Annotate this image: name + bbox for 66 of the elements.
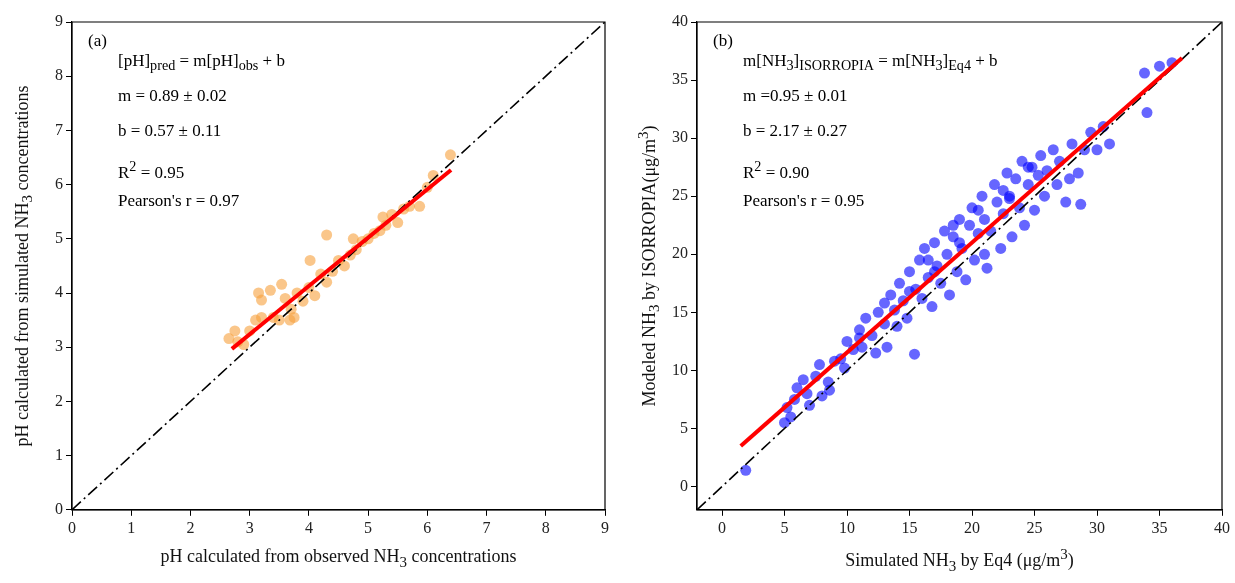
y-tick-label: 1 [55,445,63,463]
x-tick-label: 0 [68,518,76,536]
point [264,284,276,296]
x-axis-title: pH calculated from observed NH$_{3}$ concentrations [160,545,517,571]
annotation: m =0.95 ± 0.01 [743,85,848,107]
y-tick-label: 8 [55,66,63,84]
point [414,200,426,212]
annotation: (a) [88,30,107,52]
x-tick-label: 30 [1089,518,1105,536]
x-axis-title: Simulated NH$_{3}$ by Eq4 (μg/m$^{3}$) [845,545,1074,575]
x-tick-label: 0 [718,518,726,536]
y-tick-label: 10 [672,360,688,378]
point [309,290,321,302]
y-tick-label: 15 [672,302,688,320]
point [256,294,268,306]
x-tick-label: 7 [482,518,491,536]
x-tick-label: 5 [364,518,373,536]
annotation: R$^{2}$ = 0.95 [118,157,185,184]
x-tick-label: 6 [423,518,432,536]
point [347,233,359,245]
annotation: m = 0.89 ± 0.02 [118,85,227,107]
point [338,260,350,272]
y-tick-label: 0 [55,500,63,517]
x-tick-label: 35 [1151,518,1168,536]
x-tick-label: 15 [901,518,918,536]
x-tick-label: 20 [964,518,980,536]
y-tick-label: 35 [672,70,688,88]
x-tick-label: 10 [839,518,855,536]
point [276,278,288,290]
point [321,229,333,241]
x-tick-label: 8 [541,518,550,536]
annotation: [pH]$_{pred}$ = m[pH]$_{obs}$ + b [118,50,285,76]
annotation: (b) [713,30,733,52]
y-tick-label: 30 [672,128,688,146]
x-tick-label: 1 [127,518,136,536]
annotation: Pearson's r = 0.95 [743,190,865,212]
x-tick-label: 5 [780,518,789,536]
x-tick-label: 2 [186,518,195,536]
point [229,325,241,337]
y-tick-label: 25 [672,186,688,204]
x-tick-label: 40 [1214,518,1230,536]
annotation: b = 2.17 ± 0.27 [743,120,847,142]
y-tick-label: 5 [680,418,688,436]
point [444,149,456,161]
x-tick-label: 4 [304,518,313,536]
y-tick-label: 40 [672,12,688,30]
y-tick-label: 2 [55,391,63,409]
y-tick-label: 0 [680,476,688,494]
point [304,254,316,266]
point [392,217,404,229]
point [273,314,285,326]
y-tick-label: 4 [55,283,63,301]
y-tick-label: 20 [672,244,688,262]
text: m[NH$_{3}$]$_{ISORROPIA}$ = m[NH$_{3}$]$_{Eq4}$ + b [743,51,998,74]
y-tick-label: 9 [55,12,63,30]
point [288,311,300,323]
x-tick-label: 9 [601,518,609,536]
x-tick-label: 3 [245,518,254,536]
y-tick-label: 3 [55,337,63,355]
y-tick-label: 7 [55,120,63,138]
annotation: b = 0.57 ± 0.11 [118,120,222,142]
annotation: Pearson's r = 0.97 [118,190,240,212]
y-tick-label: 6 [55,174,63,192]
annotation: R$^{2}$ = 0.90 [743,157,810,184]
x-tick-label: 25 [1026,518,1043,536]
y-tick-label: 5 [55,229,63,246]
